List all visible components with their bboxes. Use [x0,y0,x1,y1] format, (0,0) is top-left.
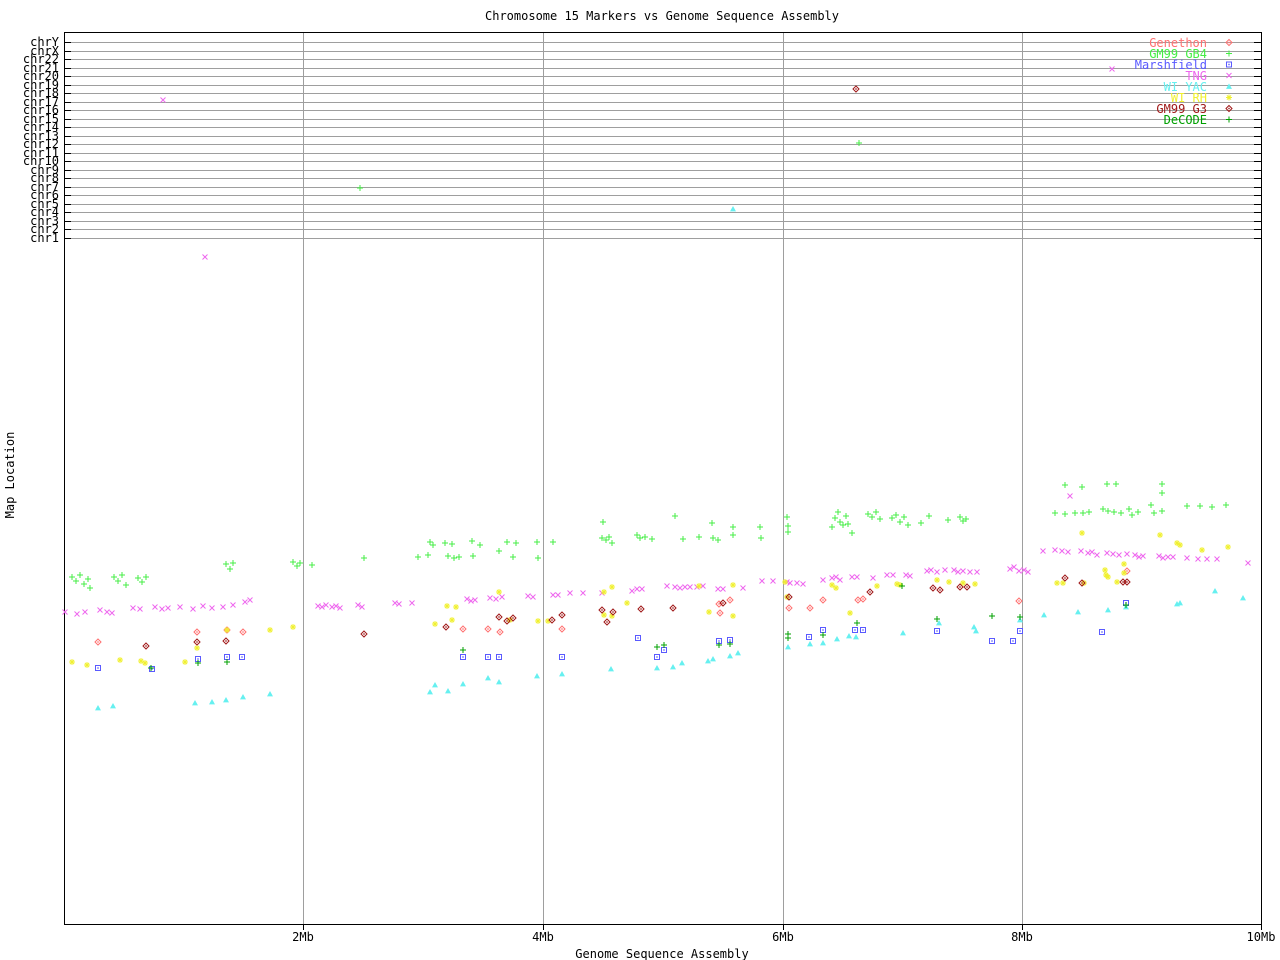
series-wi-rh-points [69,530,1231,668]
series-decode-points [148,583,1129,671]
y-tick-label-chr10: chr10 [22,153,59,168]
y-tick-label-chr9: chr9 [30,162,59,177]
legend-item-gm99-g3: GM99 G3 [1156,102,1207,116]
x-tick-label-10mb: 10Mb [1246,930,1276,944]
y-axis-title: Map Location [3,431,17,519]
x-tick-label-4mb: 4Mb [532,930,554,944]
y-tick-label-chrX: chrX [30,43,59,58]
y-tick-label-chr5: chr5 [30,196,59,211]
y-tick-label-chr13: chr13 [22,128,59,143]
y-tick-label-chr16: chr16 [22,102,59,117]
chart-title: Chromosome 15 Markers vs Genome Sequence… [484,9,840,23]
legend-item-tng: TNG [1185,69,1207,83]
tick-marks [64,42,1262,930]
y-tick-label-chr21: chr21 [22,60,59,75]
y-tick-label-chr3: chr3 [30,213,59,228]
y-tick-label-chr15: chr15 [22,111,59,126]
y-tick-label-chr14: chr14 [22,119,59,134]
series-gm99-gb4-points [69,140,1229,591]
y-tick-label-chr8: chr8 [30,170,59,185]
y-tick-label-chr1: chr1 [30,230,59,245]
x-axis-title: Genome Sequence Assembly [575,947,749,960]
y-tick-label-chr18: chr18 [22,85,59,100]
y-tick-label-chr20: chr20 [22,68,59,83]
series-wi-yac-points [95,206,1246,711]
x-tick-label-2mb: 2Mb [292,930,314,944]
y-tick-label-chr17: chr17 [22,94,59,109]
series-marshfield-points [95,600,1129,672]
y-tick-label-chr7: chr7 [30,179,59,194]
legend-item-gm99-gb4: GM99 GB4 [1149,47,1207,61]
legend-item-genethon: Genethon [1149,36,1207,50]
gridlines [64,32,1261,924]
y-tick-label-chr6: chr6 [30,187,59,202]
legend-item-marshfield: Marshfield [1134,58,1207,72]
y-tick-label-chrY: chrY [30,34,59,49]
y-tick-label-chr19: chr19 [22,77,59,92]
legend-item-wi-yac: WI YAC [1163,80,1207,94]
series-tng-points [62,66,1251,617]
y-tick-label-chr11: chr11 [22,145,59,160]
y-tick-label-chr2: chr2 [30,221,59,236]
series-genethon-points [94,567,1131,646]
legend-markers [1225,38,1233,123]
x-tick-label-6mb: 6Mb [772,930,794,944]
x-tick-label-8mb: 8Mb [1011,930,1033,944]
legend-item-wi-rh: WI RH [1170,91,1207,105]
y-tick-label-chr22: chr22 [22,51,59,66]
y-tick-label-chr4: chr4 [30,204,59,219]
plot-frame [64,32,1262,925]
series-gm99-g3-points [142,85,1131,650]
y-tick-label-chr12: chr12 [22,136,59,151]
legend-item-decode: DeCODE [1163,113,1207,127]
